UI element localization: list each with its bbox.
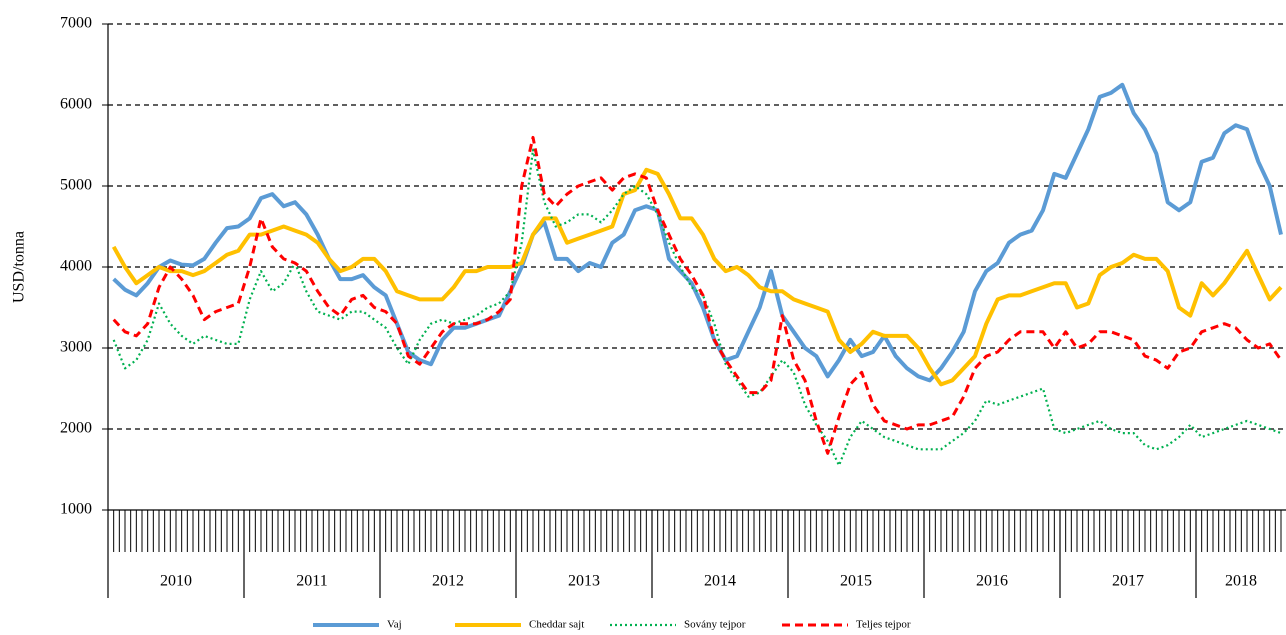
x-tick-label: 2018: [1225, 573, 1257, 590]
legend-label: Cheddar sajt: [529, 619, 584, 631]
x-tick-label: 2015: [840, 573, 872, 590]
legend-label: Sovány tejpor: [684, 619, 746, 631]
y-tick-label: 3000: [60, 339, 92, 356]
series-line: [112, 135, 1283, 455]
x-tick-label: 2013: [568, 573, 600, 590]
y-tick-label: 2000: [60, 420, 92, 437]
y-tick-label: 4000: [60, 258, 92, 275]
y-axis-label: USD/tonna: [11, 231, 28, 303]
series-line: [111, 167, 1283, 387]
x-tick-label: 2016: [976, 573, 1008, 590]
y-tick-label: 5000: [60, 177, 92, 194]
y-tick-label: 7000: [60, 15, 92, 32]
x-tick-label: 2012: [432, 573, 464, 590]
series-line: [112, 148, 1282, 467]
y-tick-label: 1000: [60, 501, 92, 518]
x-tick-label: 2010: [160, 573, 192, 590]
y-tick-label: 6000: [60, 96, 92, 113]
legend-label: Vaj: [387, 619, 402, 631]
legend-label: Teljes tejpor: [856, 619, 911, 631]
x-tick-label: 2011: [296, 573, 327, 590]
x-tick-label: 2014: [704, 573, 736, 590]
series-line: [112, 82, 1283, 383]
x-tick-label: 2017: [1112, 573, 1144, 590]
